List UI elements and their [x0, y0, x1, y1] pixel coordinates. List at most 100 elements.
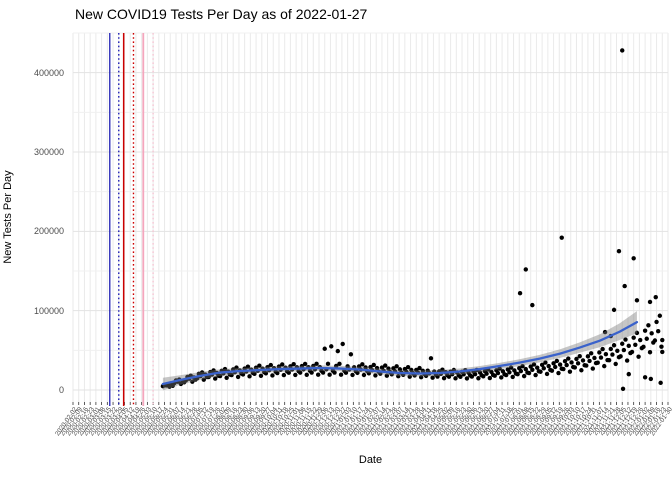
scatter-point [538, 369, 543, 374]
scatter-point [366, 371, 372, 376]
scatter-point [350, 372, 355, 378]
scatter-point [598, 355, 604, 360]
scatter-point [523, 366, 528, 372]
scatter-point [620, 341, 625, 346]
scatter-point [337, 361, 342, 367]
scatter-point [503, 372, 509, 378]
scatter-point [638, 337, 643, 343]
scatter-point [458, 374, 463, 380]
scatter-point [556, 370, 561, 376]
scatter-point [533, 372, 538, 378]
scatter-point [201, 377, 206, 382]
scatter-point [508, 365, 514, 370]
scatter-point [418, 375, 424, 380]
scatter-point [453, 376, 458, 381]
scatter-point [481, 374, 486, 379]
plot-panel [72, 32, 669, 406]
scatter-point [622, 283, 627, 289]
scatter-point [476, 376, 481, 381]
scatter-point [561, 366, 566, 372]
scatter-point [252, 371, 257, 377]
scatter-point [517, 291, 523, 296]
scatter-point [652, 338, 658, 343]
scatter-point [584, 363, 589, 368]
y-tick-label: 400000 [33, 67, 64, 78]
scatter-point [633, 342, 638, 347]
scatter-point [539, 362, 545, 368]
scatter-point [618, 354, 623, 359]
scatter-point [299, 363, 305, 369]
scatter-point [355, 370, 360, 376]
scatter-point [592, 355, 597, 361]
scatter-point [302, 361, 308, 367]
scatter-point [580, 358, 586, 363]
scatter-point [487, 375, 493, 381]
scatter-point [280, 362, 285, 367]
scatter-point [585, 354, 591, 359]
scatter-point [333, 363, 339, 369]
x-axis-title: Date [358, 454, 383, 466]
scatter-point [611, 307, 617, 313]
scatter-point [440, 367, 445, 372]
scatter-point [569, 360, 574, 365]
scatter-point [291, 361, 296, 367]
scatter-point [660, 337, 665, 343]
scatter-point [655, 329, 661, 334]
scatter-point [270, 373, 275, 378]
scatter-point [641, 344, 646, 350]
scatter-point [315, 372, 321, 377]
scatter-point [343, 370, 349, 375]
scatter-point [423, 373, 429, 379]
y-tick-label: 100000 [33, 305, 64, 316]
scatter-point [286, 370, 291, 375]
scatter-point [654, 319, 659, 325]
scatter-point [510, 374, 515, 380]
scatter-point [616, 248, 622, 254]
scatter-point [224, 375, 229, 380]
scatter-point [653, 294, 658, 300]
scatter-point [213, 376, 218, 381]
scatter-point [530, 302, 535, 308]
scatter-point [553, 364, 558, 370]
scatter-point [363, 365, 368, 370]
scatter-point [199, 370, 205, 375]
scatter-point [644, 336, 649, 341]
scatter-point [257, 363, 262, 368]
scatter-point [624, 358, 630, 363]
scatter-point [190, 379, 195, 384]
scatter-point [606, 357, 612, 363]
scatter-point [371, 362, 376, 368]
scatter-point [647, 299, 653, 305]
scatter-point [461, 372, 466, 377]
y-tick-label: 200000 [33, 226, 64, 237]
scatter-point [613, 361, 618, 367]
scatter-point [610, 352, 615, 357]
scatter-point [407, 374, 412, 379]
scatter-point [634, 330, 640, 336]
scatter-point [523, 267, 528, 272]
scatter-point [629, 349, 635, 355]
scatter-point [345, 364, 350, 369]
scatter-point [441, 375, 447, 381]
scatter-point [551, 361, 556, 366]
chart-canvas [72, 32, 669, 406]
scatter-point [386, 366, 391, 371]
scatter-point [647, 350, 653, 355]
scatter-point [497, 366, 502, 371]
scatter-point [446, 374, 452, 379]
scatter-point [206, 374, 211, 380]
scatter-point [374, 365, 380, 371]
scatter-point [235, 374, 241, 380]
scatter-point [600, 346, 605, 352]
scatter-point [484, 371, 489, 376]
scatter-point [464, 376, 470, 381]
scatter-point [595, 360, 600, 365]
scatter-point [469, 374, 475, 379]
scatter-point [577, 354, 582, 359]
scatter-point [530, 367, 535, 372]
scatter-point [322, 346, 327, 351]
scatter-point [588, 351, 594, 356]
scatter-point [634, 298, 640, 303]
scatter-point [245, 364, 251, 369]
